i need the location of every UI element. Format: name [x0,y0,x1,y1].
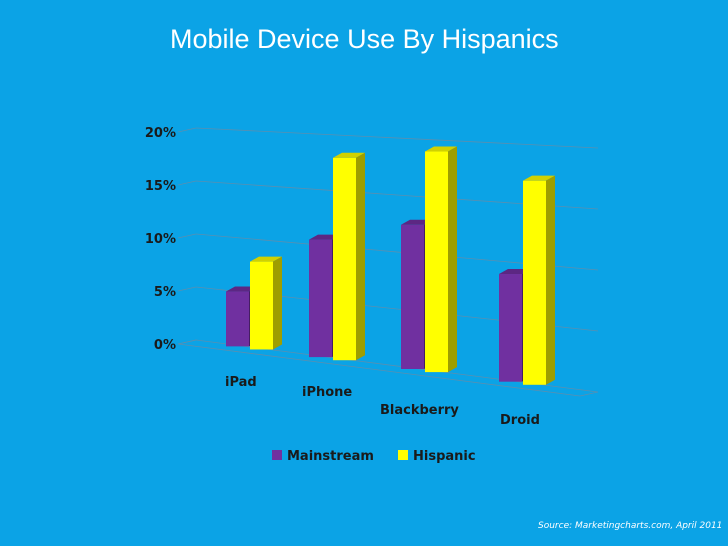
y-tick-label: 0% [154,338,176,353]
bar-side [273,256,282,350]
x-category-label: Droid [500,413,540,428]
chart-title: Mobile Device Use By Hispanics [170,24,559,54]
x-category-label: Blackberry [380,403,459,418]
bar-top [333,152,365,158]
legend-swatch-mainstream [272,450,282,460]
floor-edge [177,343,581,397]
y-tick-label: 15% [145,179,176,194]
gridline-side [177,180,197,186]
bar-mainstream-blackberry [401,224,424,370]
y-tick-label: 20% [145,126,176,141]
bar-mainstream-ipad [226,291,249,347]
gridline-side [177,127,197,133]
bar-top [425,146,457,152]
bar-side [356,152,365,361]
gridline-side [177,286,197,292]
gridline [195,127,599,149]
bar-hispanic-iphone [333,157,356,361]
source-note: Source: Marketingcharts.com, April 2011 [538,521,723,531]
bar-hispanic-ipad [250,261,273,350]
y-tick-label: 5% [154,285,176,300]
bar-hispanic-blackberry [425,151,448,373]
floor-side [579,391,599,397]
bar-top [523,175,555,181]
bar-mainstream-droid [499,274,522,382]
bar-top [250,256,282,262]
bar-hispanic-droid [523,180,546,385]
legend-label-hispanic: Hispanic [413,449,476,464]
bar-side [546,175,555,385]
bar-side [448,146,457,373]
floor-side [177,339,197,345]
x-category-label: iPad [225,375,257,390]
x-category-label: iPhone [302,385,352,400]
legend-label-mainstream: Mainstream [287,449,374,464]
legend-swatch-hispanic [398,450,408,460]
y-tick-label: 10% [145,232,176,247]
bar-mainstream-iphone [309,239,332,358]
gridline-side [177,233,197,239]
